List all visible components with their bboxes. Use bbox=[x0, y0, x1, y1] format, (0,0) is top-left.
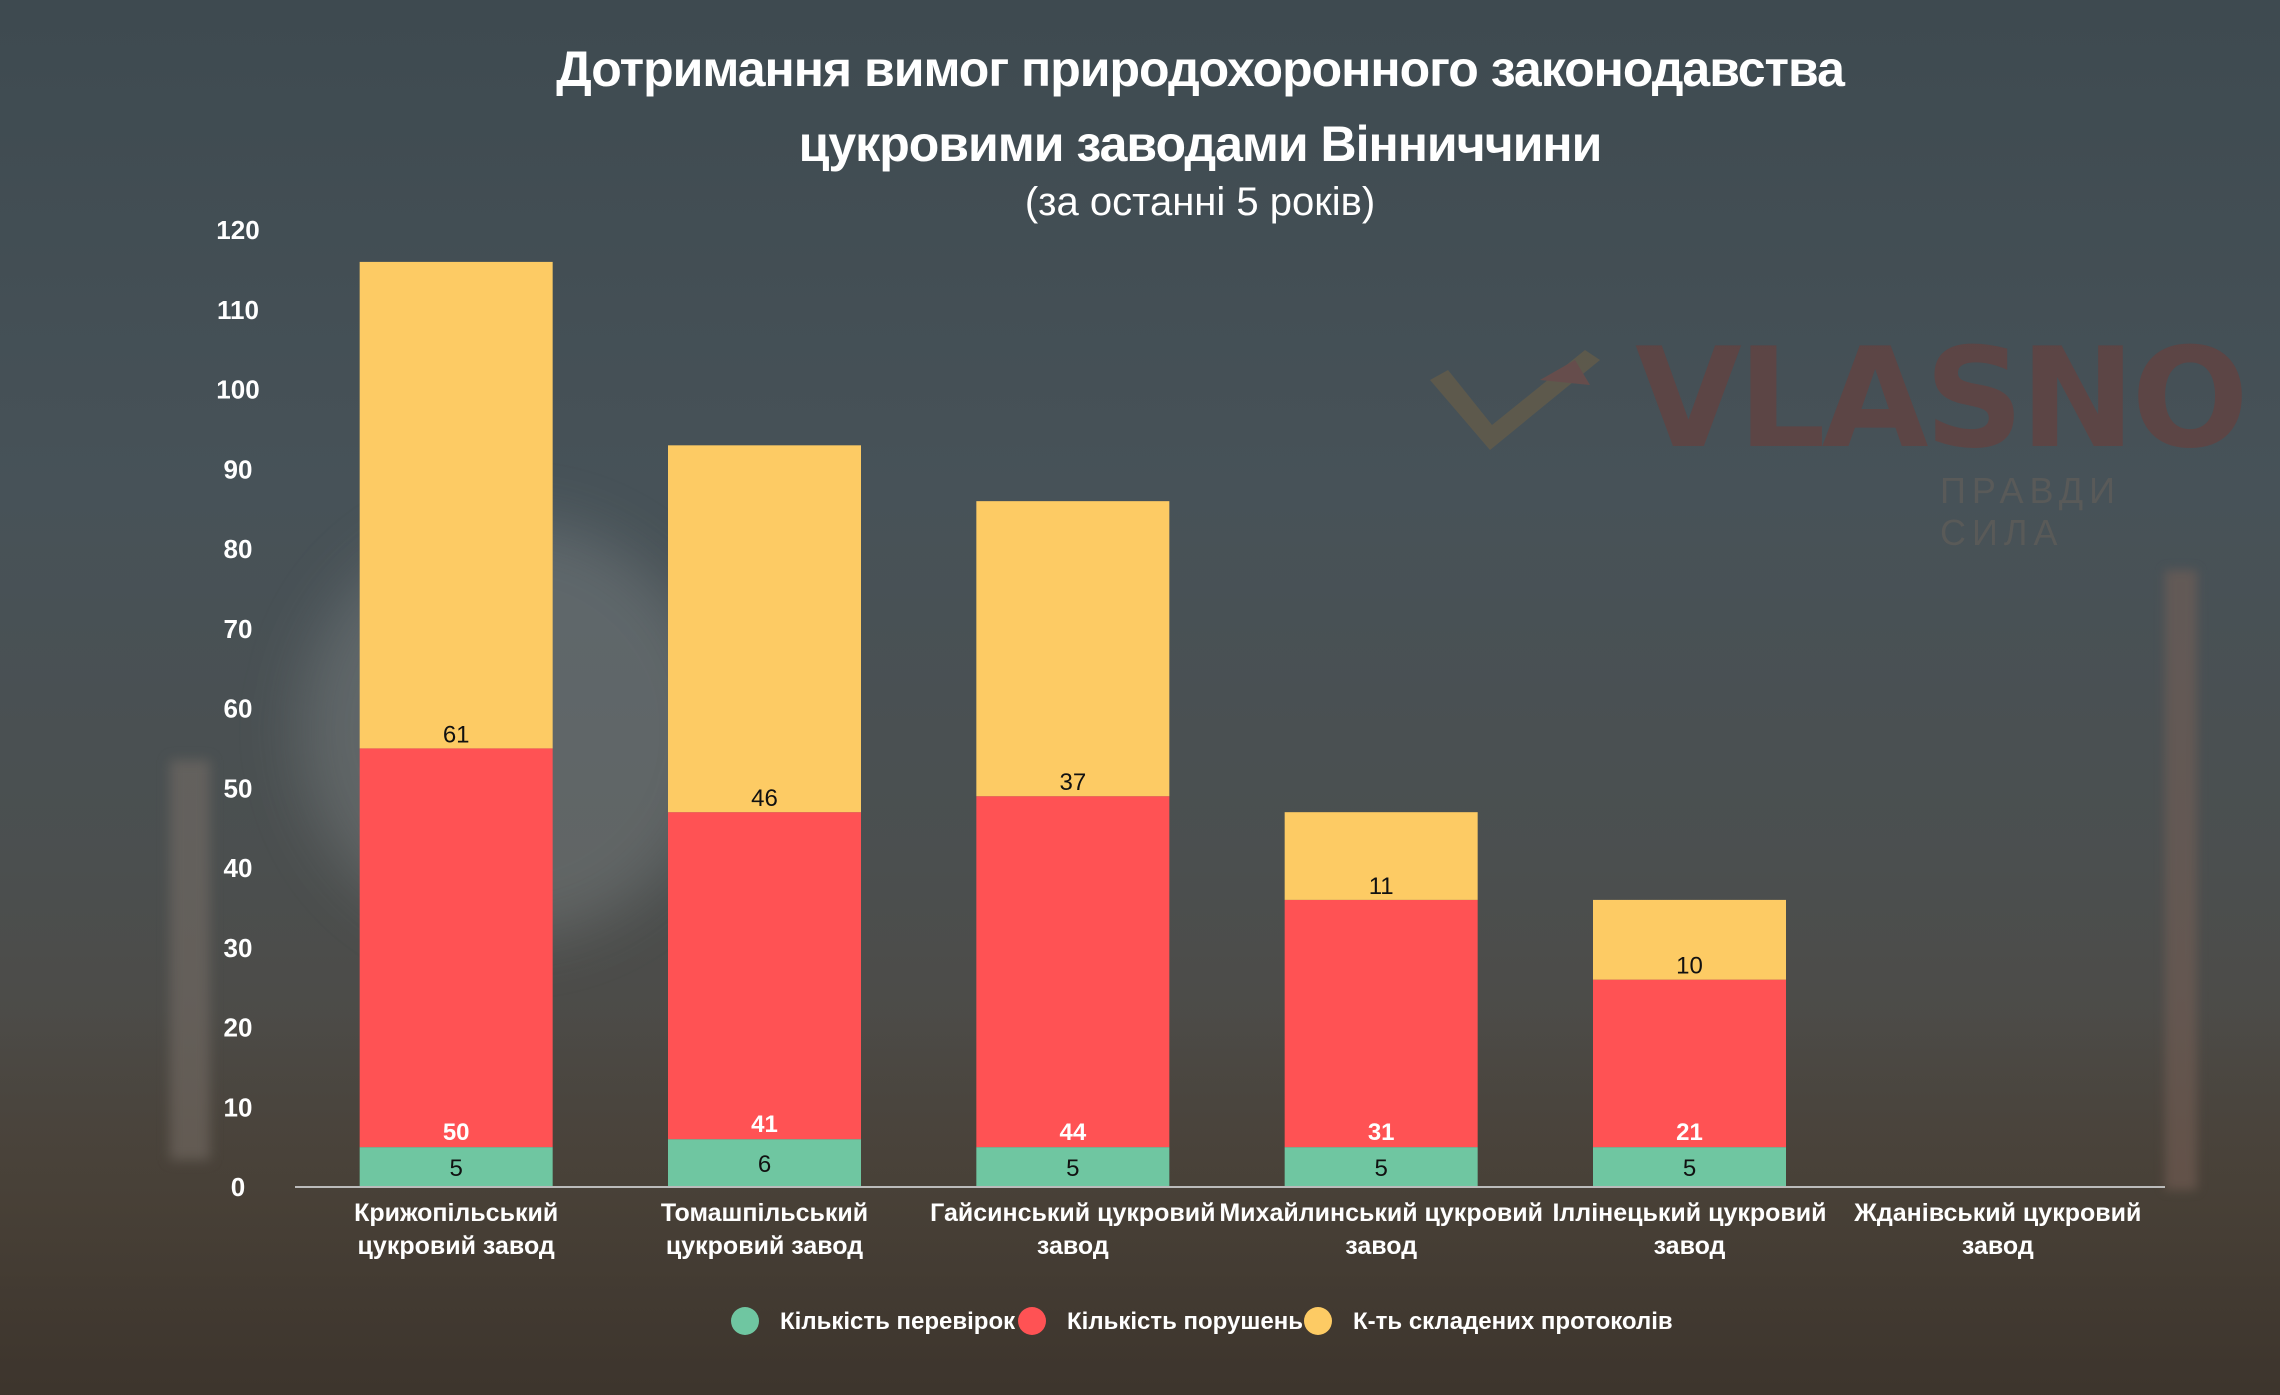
y-tick-label: 40 bbox=[224, 853, 253, 883]
x-tick-label: Іллінецький цукровий bbox=[1552, 1199, 1826, 1227]
data-label: 46 bbox=[751, 785, 778, 812]
bar-segment bbox=[976, 501, 1170, 797]
x-tick-label: завод bbox=[1962, 1232, 2034, 1260]
bar-segment bbox=[1284, 899, 1478, 1148]
bar-segment bbox=[1593, 899, 1786, 980]
data-label: 21 bbox=[1676, 1119, 1703, 1146]
bar-segment bbox=[359, 748, 553, 1148]
x-tick-label: завод bbox=[1037, 1232, 1109, 1260]
data-label: 31 bbox=[1368, 1119, 1395, 1146]
bar-segment bbox=[1593, 979, 1786, 1148]
y-tick-label: 100 bbox=[216, 375, 259, 405]
legend: Кількість перевірок Кількість порушень К-т… bbox=[731, 1307, 1673, 1335]
data-label: 44 bbox=[1059, 1119, 1086, 1146]
data-label: 50 bbox=[443, 1119, 470, 1146]
legend-label: Кількість перевірок bbox=[780, 1308, 1016, 1335]
legend-label: К-ть складених протоколів bbox=[1353, 1308, 1673, 1335]
x-tick-label: Крижопільський bbox=[354, 1199, 558, 1227]
x-tick-label: цукровий завод bbox=[358, 1232, 555, 1260]
bars: 5 50 61 6 41 46 5 44 37 5 31 11 5 21 10 bbox=[359, 261, 1786, 1187]
bar-segment bbox=[976, 796, 1170, 1148]
bar-segment bbox=[668, 812, 861, 1140]
bar-segment bbox=[1284, 1147, 1478, 1187]
y-tick-label: 10 bbox=[224, 1092, 253, 1122]
data-label: 37 bbox=[1059, 769, 1086, 796]
data-label: 5 bbox=[449, 1155, 462, 1182]
data-label: 5 bbox=[1374, 1155, 1387, 1182]
bar-segment bbox=[1284, 812, 1478, 900]
y-tick-label: 90 bbox=[224, 454, 253, 484]
x-tick-label: Томашпільський bbox=[661, 1199, 868, 1227]
y-tick-label: 30 bbox=[224, 933, 253, 963]
x-tick-label: Михайлинський цукровий bbox=[1219, 1199, 1543, 1227]
y-tick-label: 70 bbox=[224, 614, 253, 644]
y-tick-label: 20 bbox=[224, 1013, 253, 1043]
data-label: 10 bbox=[1676, 953, 1703, 980]
x-tick-label: Жданівський цукровий bbox=[1853, 1199, 2141, 1227]
bar-segment bbox=[668, 1139, 861, 1187]
data-label: 5 bbox=[1683, 1155, 1696, 1182]
legend-label: Кількість порушень bbox=[1067, 1308, 1303, 1335]
y-tick-label: 120 bbox=[216, 215, 259, 245]
bar-segment bbox=[359, 261, 553, 749]
y-tick-label: 80 bbox=[224, 534, 253, 564]
data-label: 41 bbox=[751, 1111, 778, 1138]
y-tick-label: 110 bbox=[217, 295, 259, 325]
x-tick-label: завод bbox=[1654, 1232, 1726, 1260]
legend-marker bbox=[1018, 1307, 1046, 1335]
data-label: 6 bbox=[758, 1151, 771, 1178]
y-tick-label: 0 bbox=[231, 1172, 245, 1202]
bar-segment bbox=[1593, 1147, 1786, 1187]
chart-subtitle: (за останні 5 років) bbox=[1024, 180, 1376, 224]
chart-title-line1: Дотримання вимог природохоронного законо… bbox=[556, 41, 1845, 97]
x-axis-labels: Крижопільський цукровий завод Томашпільськ… bbox=[354, 1199, 2141, 1260]
y-tick-label: 60 bbox=[224, 694, 253, 724]
y-tick-label: 50 bbox=[224, 773, 253, 803]
x-tick-label: завод bbox=[1345, 1232, 1417, 1260]
data-label: 11 bbox=[1369, 873, 1394, 900]
data-label: 61 bbox=[443, 721, 470, 748]
legend-marker bbox=[731, 1307, 759, 1335]
legend-marker bbox=[1304, 1307, 1332, 1335]
x-tick-label: Гайсинський цукровий bbox=[930, 1199, 1215, 1227]
data-label: 5 bbox=[1066, 1155, 1079, 1182]
chart-title-line2: цукровими заводами Вінниччини bbox=[798, 116, 1603, 172]
y-axis: 0 10 20 30 40 50 60 70 80 90 100 110 120 bbox=[216, 215, 259, 1202]
x-tick-label: цукровий завод bbox=[666, 1232, 863, 1260]
bar-segment bbox=[668, 445, 861, 813]
bar-segment bbox=[359, 1147, 553, 1187]
bar-segment bbox=[976, 1147, 1170, 1187]
